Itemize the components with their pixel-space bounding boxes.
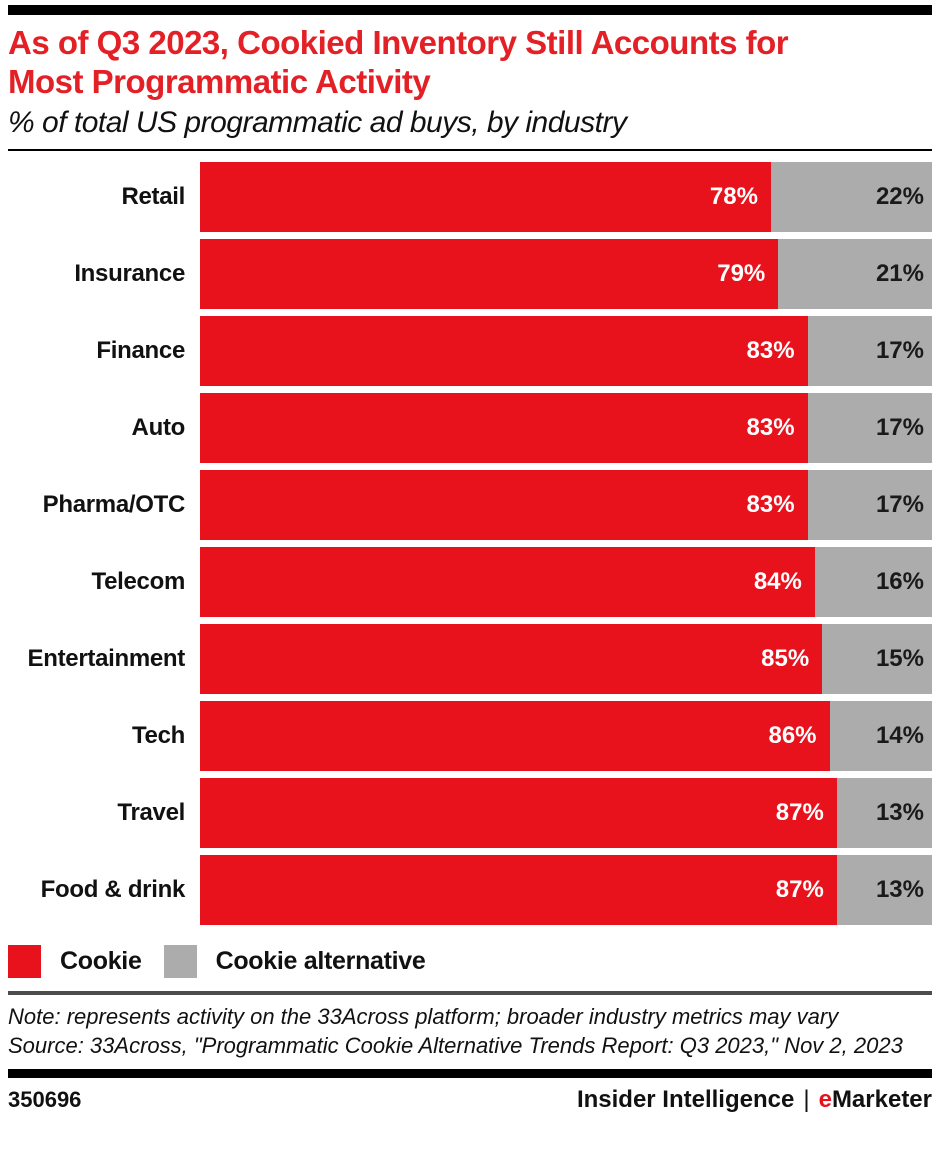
chart-row: Finance 83% 17% (8, 316, 932, 387)
category-label: Food & drink (40, 876, 186, 904)
chart-row: Retail 78% 22% (8, 162, 932, 233)
cookie-value-label: 83% (746, 414, 795, 442)
cookie-bar-segment: 78% (200, 162, 771, 233)
category-label: Tech (131, 722, 185, 750)
category-label: Travel (117, 799, 185, 827)
chart-row: Pharma/OTC 83% 17% (8, 470, 932, 541)
bar-track: 85% 15% (200, 624, 932, 695)
cookie-bar-segment: 79% (200, 239, 779, 310)
chart-notes: Note: represents activity on the 33Acros… (8, 1003, 924, 1060)
category-label: Entertainment (27, 645, 186, 673)
alternative-bar-segment: 17% (807, 470, 932, 541)
cookie-bar-segment: 86% (200, 701, 830, 772)
bar-track: 78% 22% (200, 162, 932, 233)
category-label: Telecom (91, 568, 186, 596)
cookie-bar-segment: 83% (200, 316, 808, 387)
header-divider (8, 149, 932, 152)
bar-track: 83% 17% (200, 316, 932, 387)
cookie-value-label: 86% (768, 722, 817, 750)
bar-track: 79% 21% (200, 239, 932, 310)
chart-row: Auto 83% 17% (8, 393, 932, 464)
alternative-value-label: 13% (875, 799, 924, 827)
alternative-bar-segment: 13% (836, 778, 932, 849)
cookie-value-label: 87% (775, 876, 824, 904)
alternative-value-label: 14% (875, 722, 924, 750)
alternative-value-label: 17% (875, 491, 924, 519)
cookie-value-label: 84% (753, 568, 802, 596)
chart-page: As of Q3 2023, Cookied Inventory Still A… (0, 5, 940, 1151)
chart-row: Insurance 79% 21% (8, 239, 932, 310)
alternative-bar-segment: 15% (822, 624, 932, 695)
chart-row: Tech 86% 14% (8, 701, 932, 772)
cookie-value-label: 79% (717, 260, 766, 288)
alternative-value-label: 16% (875, 568, 924, 596)
cookie-bar-segment: 83% (200, 393, 808, 464)
alternative-bar-segment: 22% (770, 162, 932, 233)
cookie-bar-segment: 84% (200, 547, 815, 618)
alternative-bar-segment: 21% (778, 239, 932, 310)
chart-legend: Cookie Cookie alternative (8, 945, 932, 979)
chart-row: Travel 87% 13% (8, 778, 932, 849)
alternative-bar-segment: 14% (829, 701, 932, 772)
alternative-value-label: 17% (875, 337, 924, 365)
note-divider (8, 991, 932, 996)
legend-item: Cookie (8, 945, 142, 979)
brand-insider-intelligence: Insider Intelligence (576, 1086, 795, 1114)
brand-lockup: Insider Intelligence | eMarketer (577, 1086, 932, 1114)
note-text: Note: represents activity on the 33Acros… (8, 1004, 839, 1030)
chart-id: 350696 (8, 1087, 82, 1113)
category-label: Finance (96, 337, 185, 365)
alternative-bar-segment: 13% (836, 855, 932, 926)
alternative-value-label: 15% (875, 645, 924, 673)
bar-track: 84% 16% (200, 547, 932, 618)
brand-separator: | (803, 1086, 810, 1114)
cookie-value-label: 83% (746, 491, 795, 519)
brand-emarketer-e: e (818, 1086, 832, 1114)
chart-row: Telecom 84% 16% (8, 547, 932, 618)
stacked-bar-chart: Retail 78% 22% Insurance 79% 21% Finance 83% 17%… (8, 162, 932, 926)
footer: 350696 Insider Intelligence | eMarketer (8, 1086, 932, 1114)
alternative-value-label: 21% (875, 260, 924, 288)
category-label: Auto (131, 414, 186, 442)
bar-track: 87% 13% (200, 855, 932, 926)
cookie-bar-segment: 87% (200, 778, 837, 849)
chart-title-line2: Most Programmatic Activity (8, 62, 431, 100)
cookie-bar-segment: 87% (200, 855, 837, 926)
bar-track: 86% 14% (200, 701, 932, 772)
alternative-bar-segment: 16% (814, 547, 932, 618)
legend-swatch (8, 945, 41, 979)
alternative-value-label: 17% (875, 414, 924, 442)
legend-swatch (163, 945, 197, 979)
bar-track: 87% 13% (200, 778, 932, 849)
chart-title: As of Q3 2023, Cookied Inventory Still A… (8, 24, 932, 101)
category-label: Retail (121, 183, 185, 211)
alternative-bar-segment: 17% (807, 316, 932, 387)
chart-row: Food & drink 87% 13% (8, 855, 932, 926)
bar-track: 83% 17% (200, 393, 932, 464)
cookie-value-label: 83% (746, 337, 795, 365)
legend-label: Cookie (60, 947, 142, 976)
chart-title-line1: As of Q3 2023, Cookied Inventory Still A… (8, 24, 789, 61)
cookie-value-label: 78% (709, 183, 758, 211)
category-label: Pharma/OTC (42, 491, 186, 519)
alternative-value-label: 22% (875, 183, 924, 211)
footer-divider-bar (8, 1069, 932, 1079)
source-text: Source: 33Across, "Programmatic Cookie A… (8, 1032, 903, 1058)
top-accent-bar (8, 5, 932, 15)
alternative-bar-segment: 17% (807, 393, 932, 464)
brand-emarketer-rest: Marketer (831, 1086, 932, 1114)
legend-label: Cookie alternative (215, 947, 426, 976)
chart-subtitle: % of total US programmatic ad buys, by i… (8, 106, 627, 140)
category-label: Insurance (74, 260, 185, 288)
chart-row: Entertainment 85% 15% (8, 624, 932, 695)
bar-track: 83% 17% (200, 470, 932, 541)
legend-item: Cookie alternative (163, 945, 426, 979)
alternative-value-label: 13% (875, 876, 924, 904)
cookie-value-label: 87% (775, 799, 824, 827)
cookie-value-label: 85% (761, 645, 810, 673)
cookie-bar-segment: 83% (200, 470, 808, 541)
cookie-bar-segment: 85% (200, 624, 823, 695)
